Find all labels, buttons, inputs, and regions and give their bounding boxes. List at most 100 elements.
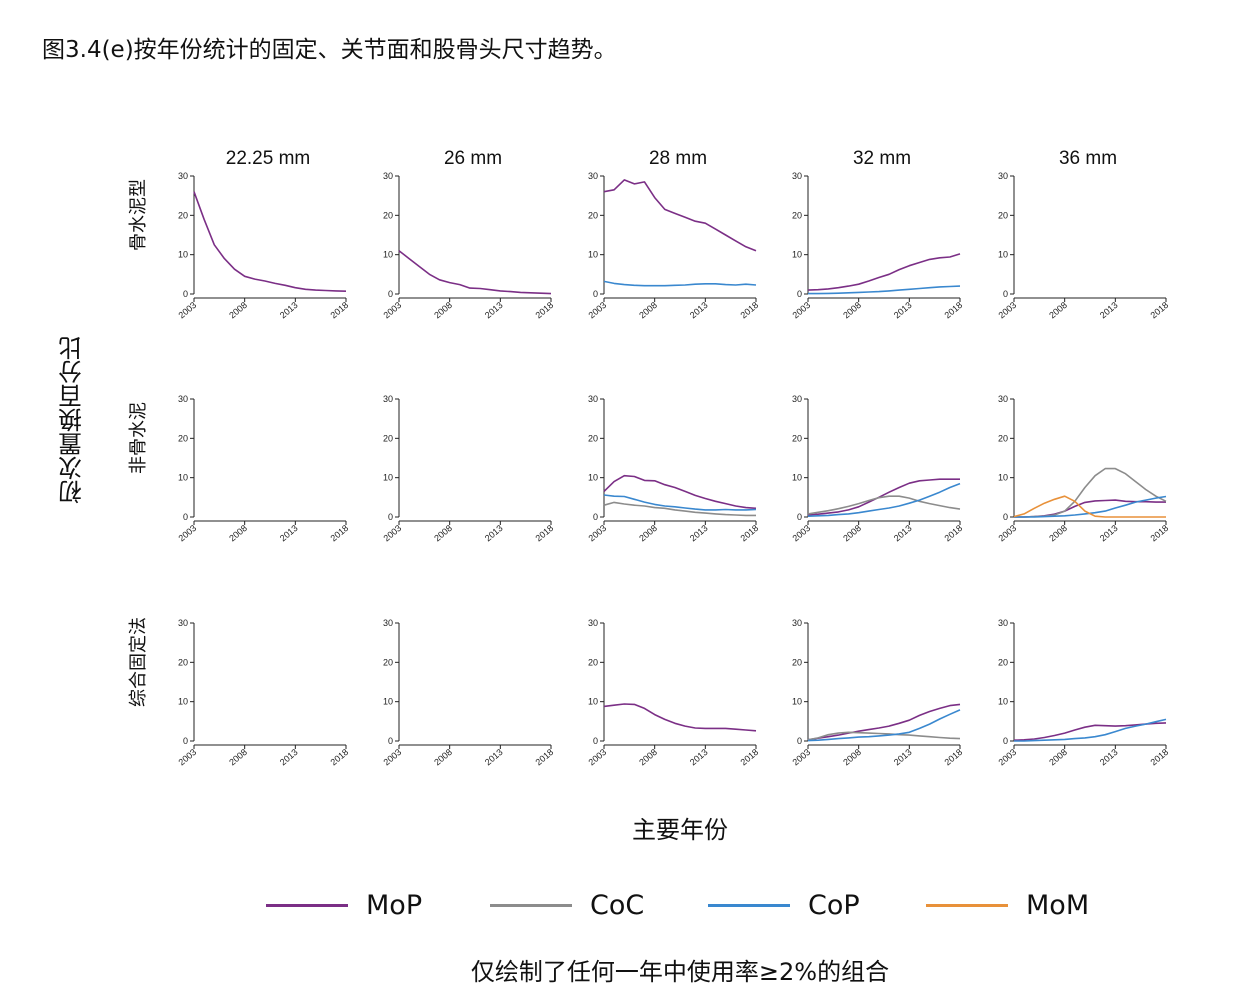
y-tick-label: 0	[388, 289, 393, 299]
panel: 0 10 20 30 2003 2008 2013 2018	[587, 394, 761, 543]
series-line-coc	[603, 501, 756, 517]
series-line-coc	[807, 495, 961, 515]
y-tick-label: 30	[588, 394, 598, 404]
y-tick-label: 30	[588, 618, 598, 628]
y-tick-label: 0	[183, 512, 188, 522]
series-line-cop	[603, 280, 757, 287]
y-tick-label: 30	[792, 171, 802, 181]
series-line-mom	[1013, 495, 1166, 518]
y-tick-label: 30	[383, 171, 393, 181]
x-tick-label: 2008	[841, 747, 863, 768]
x-tick-label: 2008	[227, 747, 249, 768]
x-tick-label: 2008	[1047, 523, 1069, 544]
x-tick-label: 2013	[688, 300, 710, 321]
panel: 0 10 20 30 2003 2008 2013 2018	[382, 394, 556, 543]
column-title: 26 mm	[444, 148, 502, 169]
legend-swatch-cop	[708, 904, 790, 907]
x-tick-label: 2008	[432, 747, 454, 768]
x-tick-label: 2003	[791, 523, 813, 544]
series-line-cop	[808, 285, 961, 295]
legend-swatch-mop	[266, 904, 348, 907]
panel: 0 10 20 30 2003 2008 2013 2018	[997, 618, 1171, 767]
y-tick-label: 30	[998, 171, 1008, 181]
x-axis-title: 主要年份	[632, 816, 728, 844]
series-line-cop	[807, 482, 961, 517]
y-tick-label: 0	[797, 512, 802, 522]
panel: 0 10 20 30 2003 2008 2013 2018	[587, 618, 761, 767]
x-tick-label: 2018	[739, 747, 761, 768]
y-tick-label: 0	[797, 289, 802, 299]
x-tick-label: 2018	[943, 300, 965, 321]
series-line-cop	[1014, 718, 1167, 742]
y-tick-label: 10	[792, 473, 802, 483]
x-tick-label: 2013	[1098, 747, 1120, 768]
y-tick-label: 20	[792, 433, 802, 443]
y-tick-label: 30	[178, 171, 188, 181]
x-tick-label: 2008	[637, 747, 659, 768]
y-tick-label: 20	[588, 210, 598, 220]
y-tick-label: 20	[178, 433, 188, 443]
legend-label-mop: MoP	[366, 890, 423, 921]
y-axis-title: 初次置换百分比	[58, 336, 87, 504]
x-tick-label: 2013	[483, 747, 505, 768]
panel: 0 10 20 30 2003 2008 2013 2018	[791, 171, 965, 320]
y-tick-label: 0	[183, 736, 188, 746]
x-tick-label: 2013	[688, 523, 710, 544]
x-tick-label: 2018	[329, 747, 351, 768]
x-tick-label: 2018	[534, 523, 556, 544]
series-line-mop	[603, 179, 757, 252]
x-tick-label: 2003	[382, 523, 404, 544]
x-tick-label: 2003	[587, 523, 609, 544]
y-tick-label: 0	[183, 289, 188, 299]
legend-item-mom: MoM	[926, 890, 1089, 921]
panel: 0 10 20 30 2003 2008 2013 2018	[587, 171, 761, 320]
x-tick-label: 2003	[997, 523, 1019, 544]
y-tick-label: 0	[593, 289, 598, 299]
y-tick-label: 0	[593, 512, 598, 522]
legend-swatch-coc	[490, 904, 572, 907]
x-tick-label: 2003	[587, 747, 609, 768]
panel: 0 10 20 30 2003 2008 2013 2018	[382, 618, 556, 767]
series-line-cop	[807, 709, 961, 742]
x-tick-label: 2003	[382, 300, 404, 321]
y-tick-label: 20	[998, 433, 1008, 443]
y-tick-label: 10	[383, 473, 393, 483]
y-tick-label: 30	[792, 618, 802, 628]
series-line-coc	[1014, 467, 1167, 518]
column-title: 28 mm	[649, 148, 707, 169]
row-title: 综合固定法	[128, 617, 149, 707]
x-tick-label: 2013	[483, 523, 505, 544]
legend-swatch-mom	[926, 904, 1008, 907]
series-line-mop	[603, 703, 757, 732]
x-tick-label: 2008	[432, 300, 454, 321]
x-tick-label: 2008	[841, 300, 863, 321]
x-tick-label: 2018	[534, 300, 556, 321]
x-tick-label: 2008	[432, 523, 454, 544]
y-tick-label: 20	[178, 210, 188, 220]
footnote: 仅绘制了任何一年中使用率≥2%的组合	[470, 958, 890, 986]
x-tick-label: 2013	[483, 300, 505, 321]
series-line-cop	[603, 494, 757, 511]
legend: MoP CoC CoP MoM	[266, 890, 1166, 930]
x-tick-label: 2003	[587, 300, 609, 321]
series-line-mop	[398, 250, 552, 295]
series-line-mop	[603, 474, 757, 510]
y-tick-label: 10	[588, 250, 598, 260]
x-tick-label: 2003	[791, 300, 813, 321]
series-line-mop	[807, 253, 961, 291]
x-tick-label: 2008	[637, 523, 659, 544]
x-tick-label: 2018	[1149, 747, 1171, 768]
x-tick-label: 2018	[943, 523, 965, 544]
x-tick-label: 2018	[534, 747, 556, 768]
y-tick-label: 0	[797, 736, 802, 746]
x-tick-label: 2013	[688, 747, 710, 768]
legend-item-cop: CoP	[708, 890, 860, 921]
legend-label-mom: MoM	[1026, 890, 1090, 921]
page-title: 图3.4(e)按年份统计的固定、关节面和股骨头尺寸趋势。	[42, 37, 617, 63]
column-title: 32 mm	[853, 148, 911, 169]
x-tick-label: 2018	[329, 300, 351, 321]
y-tick-label: 30	[383, 394, 393, 404]
x-tick-label: 2013	[278, 747, 300, 768]
x-tick-label: 2003	[177, 523, 199, 544]
